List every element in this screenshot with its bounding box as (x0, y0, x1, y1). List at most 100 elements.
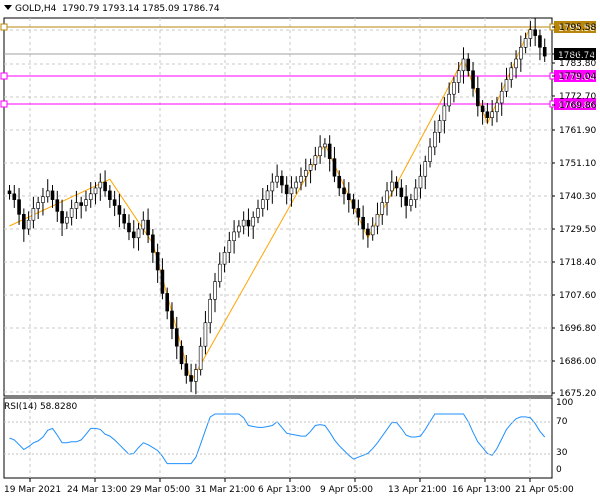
candle-body (346, 193, 351, 200)
candle-body (160, 269, 165, 294)
candle-body (270, 181, 275, 192)
candle-body (528, 29, 533, 39)
candle-body (45, 190, 50, 198)
rsi-tick-label: 100 (556, 398, 573, 408)
candle-body (490, 111, 494, 118)
candle-body (519, 47, 523, 60)
candle-body (103, 181, 107, 192)
candle-body (351, 199, 356, 209)
level-tag (554, 21, 596, 33)
time-tick-label: 6 Apr 13:00 (258, 485, 311, 495)
candle-body (79, 202, 83, 206)
candle-body (447, 93, 451, 107)
price-tick-label: 1686.00 (559, 357, 596, 367)
time-tick-label: 16 Apr 13:00 (452, 485, 511, 495)
candle-body (198, 345, 203, 370)
candle-body (232, 231, 236, 241)
level-handle (0, 72, 8, 80)
time-tick-label: 13 Apr 21:00 (388, 485, 447, 495)
candle-body (184, 363, 189, 376)
price-tick-label: 1740.30 (559, 192, 596, 202)
price-tick-label: 1718.40 (559, 258, 596, 268)
candle-body (131, 231, 136, 239)
candle-body (538, 35, 542, 48)
level-tag-text: 1795.58 (558, 24, 595, 34)
candle-body (542, 47, 547, 57)
level-tag-text: 1779.04 (558, 73, 595, 83)
candle-body (313, 155, 318, 165)
candle-body (7, 190, 12, 195)
candle-body (308, 164, 313, 171)
candle-body (485, 111, 490, 118)
candle-body (509, 67, 514, 80)
level-handle (0, 23, 8, 31)
rsi-tick-label: 70 (556, 417, 568, 427)
price-tick-label: 1729.50 (559, 225, 596, 235)
candle-body (260, 199, 265, 209)
candle-body (74, 202, 79, 209)
candle-body (404, 196, 408, 206)
candle-body (88, 193, 93, 200)
candle-body (456, 70, 461, 83)
candle-body (337, 175, 342, 189)
candle-body (69, 208, 74, 218)
price-tick-label: 1783.80 (559, 59, 596, 69)
candle-body (222, 252, 227, 265)
candle-body (370, 225, 375, 236)
candle-body (36, 202, 40, 209)
candle-body (84, 199, 88, 206)
rsi-title: RSI(14) 58.8280 (4, 402, 78, 412)
main-plot-frame (3, 17, 553, 397)
candle-body (112, 199, 117, 206)
candle-body (189, 375, 193, 382)
candle-body (480, 105, 485, 113)
price-tick-label: 1795.58 (559, 23, 596, 33)
candle-body (437, 120, 442, 133)
candle-body (327, 143, 332, 159)
level-tag (554, 70, 596, 82)
candle-body (299, 175, 303, 183)
candle-body (227, 240, 232, 253)
level-tag (554, 98, 596, 110)
candle-body (241, 219, 246, 227)
price-tick-label: 1779.04 (559, 72, 596, 82)
candle-body (423, 161, 428, 177)
price-tick-label: 1675.20 (559, 389, 596, 399)
candle-body (26, 219, 31, 230)
candle-body (165, 293, 169, 312)
price-tick-label: 1769.86 (559, 101, 596, 111)
candle-body (452, 82, 456, 95)
price-tick-label: 1751.10 (559, 159, 596, 169)
candle-body (17, 199, 21, 215)
price-tick-label: 1707.60 (559, 291, 596, 301)
price-tick-label: 1761.90 (559, 126, 596, 136)
symbol-label: GOLD,H4 (15, 4, 57, 14)
candle-body (476, 88, 480, 107)
candle-body (428, 146, 432, 162)
candle-body (289, 187, 294, 195)
candle-body (380, 202, 385, 215)
candle-body (65, 216, 69, 224)
level-handle (0, 100, 8, 108)
candle-body (356, 208, 361, 218)
candle-body (499, 90, 504, 104)
candle-body (332, 158, 337, 177)
candle-body (213, 281, 217, 300)
time-tick-label: 31 Mar 21:00 (195, 485, 255, 495)
rsi-tick-label: 0 (556, 465, 562, 475)
candle-body (155, 252, 160, 271)
candle-body (461, 58, 466, 72)
candle-body (60, 211, 64, 224)
collapse-arrow-icon[interactable] (4, 5, 12, 10)
candle-body (442, 105, 447, 121)
ohlc-values: 1790.79 1793.14 1785.09 1786.74 (62, 4, 220, 14)
candle-body (98, 181, 103, 189)
candle-body (366, 228, 370, 236)
candle-body (151, 234, 155, 253)
candle-body (533, 29, 537, 36)
candle-body (409, 199, 413, 206)
candle-body (294, 181, 299, 189)
candle-body (146, 219, 150, 236)
candle-body (385, 190, 389, 203)
